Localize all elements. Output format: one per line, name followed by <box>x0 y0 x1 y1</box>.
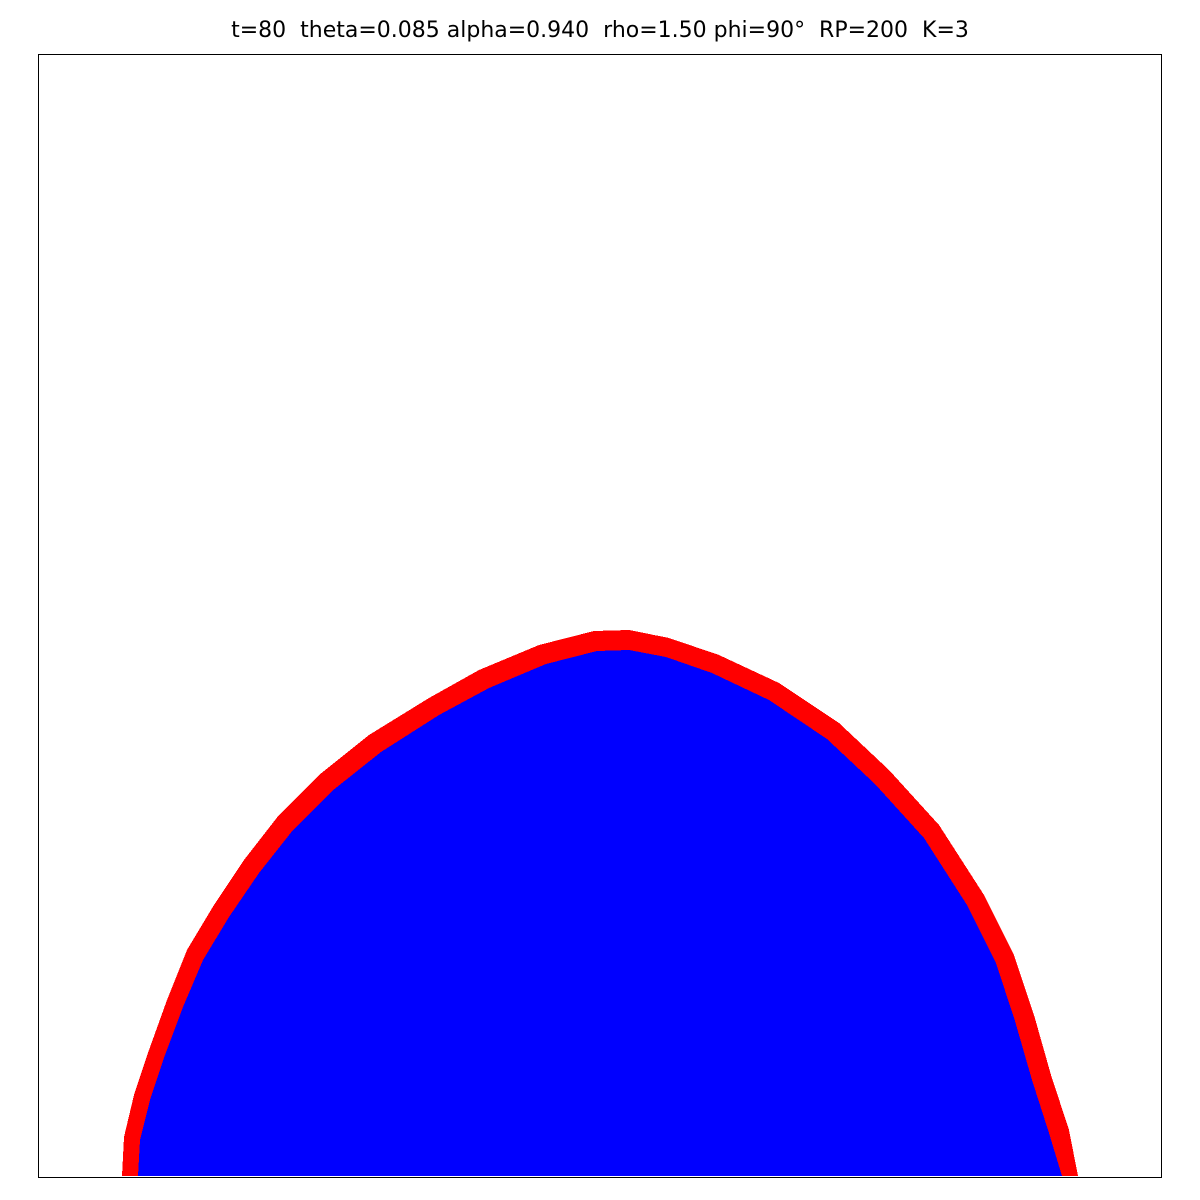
cluster-image <box>122 630 1078 1176</box>
cluster-interior <box>138 650 1062 1176</box>
plot-title: t=80 theta=0.085 alpha=0.940 rho=1.50 ph… <box>231 18 969 43</box>
plot-area <box>38 54 1162 1178</box>
